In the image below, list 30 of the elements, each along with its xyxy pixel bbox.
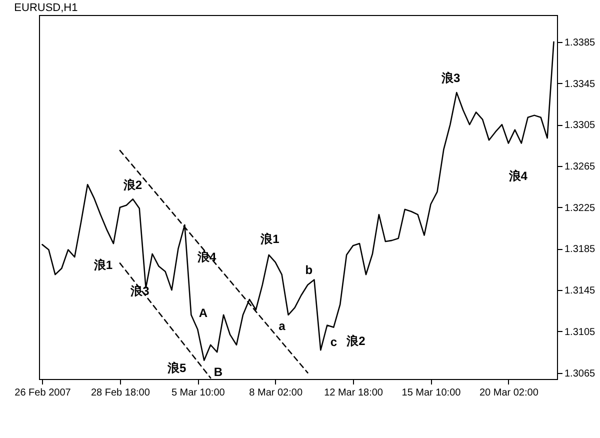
annotation: B [214,365,223,380]
y-tick-label: 1.3105 [564,326,596,338]
x-tick-label: 8 Mar 02:00 [249,388,303,398]
y-tick-label: 1.3305 [564,120,596,132]
y-tick-label: 1.3345 [564,78,596,90]
annotation: A [198,306,208,320]
x-tick-label: 20 Mar 02:00 [479,388,539,398]
x-tick-label: 12 Mar 18:00 [324,388,384,398]
y-tick-label: 1.3225 [564,202,596,214]
annotation: 浪4 [196,250,216,264]
annotation: 浪4 [508,168,528,183]
y-tick-label: 1.3385 [564,37,596,48]
x-tick-label: 26 Feb 2007 [14,388,72,398]
annotation: 浪1 [260,232,280,246]
annotation: 浪2 [346,334,366,348]
annotation: 浪3 [440,70,460,85]
x-tick-label: 15 Mar 10:00 [402,388,462,398]
annotation: 浪2 [122,178,142,192]
annotation: a [278,318,286,333]
annotation: 浪5 [166,361,186,376]
y-tick-label: 1.3145 [564,286,596,297]
y-tick-label: 1.3065 [564,368,596,380]
x-tick-label: 5 Mar 10:00 [171,388,226,398]
annotation: 浪1 [92,258,113,272]
annotation: b [305,263,313,278]
y-tick-label: 1.3185 [564,244,596,256]
annotation: c [330,334,338,349]
x-tick-label: 28 Feb 18:00 [90,388,150,398]
y-tick-label: 1.3265 [564,161,596,172]
chart-title: EURUSD,H1 [14,2,78,14]
